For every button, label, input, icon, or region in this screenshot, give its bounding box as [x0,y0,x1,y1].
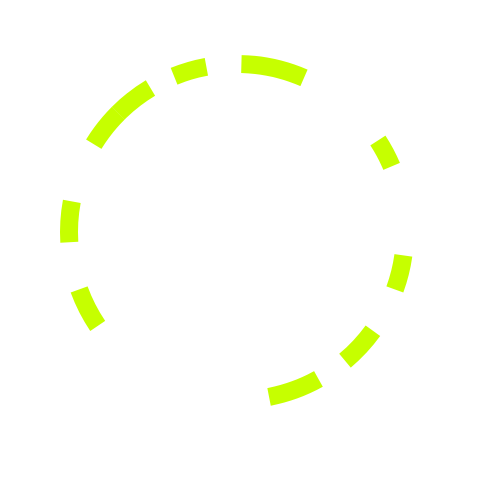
ring-dash-segment [240,55,308,87]
ring-dash-segment [267,370,323,406]
ring-dash-segment [111,80,156,120]
ring-dash-segment [70,286,106,331]
ring-dash-segment [170,57,209,85]
ring-dash-segment [60,199,81,243]
ring-dash-segment [370,135,400,171]
ring-dash-segment [386,253,413,293]
ring-dash-segment [339,325,381,368]
ring-dash-segment [86,106,125,150]
